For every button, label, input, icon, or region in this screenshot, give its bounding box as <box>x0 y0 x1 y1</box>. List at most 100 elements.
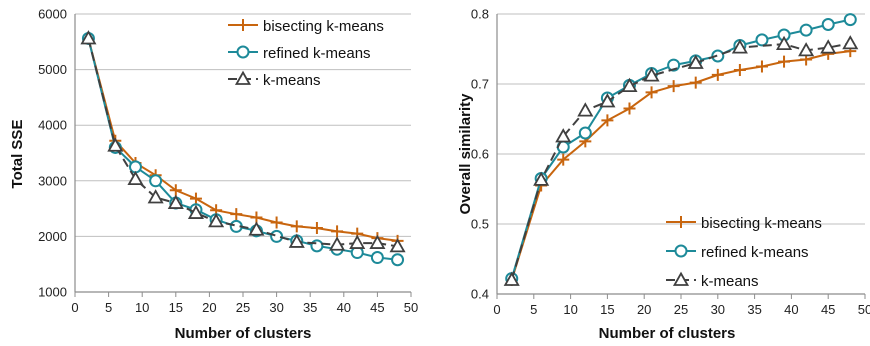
x-tick-label: 50 <box>858 302 870 317</box>
data-point <box>349 234 366 249</box>
data-point <box>820 39 837 54</box>
x-tick-label: 35 <box>303 300 317 315</box>
y-tick-label: 0.8 <box>471 7 489 22</box>
data-point <box>775 35 793 50</box>
legend-marker <box>237 19 249 31</box>
data-point <box>270 216 283 229</box>
legend-item-k-means: k-means <box>228 70 321 89</box>
data-point <box>778 55 791 68</box>
data-point <box>208 213 225 228</box>
y-tick-label: 2000 <box>38 229 67 244</box>
data-point <box>331 225 344 238</box>
x-tick-label: 35 <box>747 302 761 317</box>
data-point <box>578 126 592 140</box>
data-point <box>799 23 813 37</box>
data-point <box>389 238 406 253</box>
data-point <box>623 102 636 115</box>
x-tick-label: 0 <box>493 302 500 317</box>
data-point <box>503 271 520 286</box>
data-point <box>189 192 202 205</box>
legend-label-bisecting-k-means: bisecting k-means <box>263 18 384 35</box>
data-point <box>290 220 303 233</box>
legend-marker <box>675 216 687 228</box>
data-point <box>147 189 164 204</box>
series-k-means <box>80 30 406 253</box>
x-tick-label: 30 <box>711 302 725 317</box>
y-tick-label: 6000 <box>38 7 67 22</box>
data-point <box>107 137 124 152</box>
legend-marker <box>236 45 250 59</box>
legend-marker <box>672 271 690 286</box>
data-point <box>270 229 284 243</box>
y-tick-label: 0.5 <box>471 217 489 232</box>
x-tick-label: 25 <box>674 302 688 317</box>
legend-label-bisecting-k-means: bisecting k-means <box>701 215 822 232</box>
data-point <box>755 33 769 47</box>
x-tick-label: 50 <box>404 300 418 315</box>
data-point <box>127 170 144 186</box>
similarity-chart: 0.4 0.5 0.6 0.7 0.8 0 5 10 15 20 25 30 35 40 45 50 Numb… <box>457 7 870 343</box>
x-tick-label: 20 <box>637 302 651 317</box>
data-point <box>310 239 324 253</box>
legend-item-refined-k-means: refined k-means <box>666 244 809 261</box>
x-tick-label: 20 <box>202 300 216 315</box>
sse-chart: 1000 2000 3000 4000 5000 6000 0 5 10 15 20 25 30 35 40… <box>9 7 418 343</box>
data-point <box>711 68 724 81</box>
data-point <box>601 114 614 127</box>
data-point <box>329 236 346 251</box>
data-point <box>687 54 704 69</box>
data-point <box>733 64 746 76</box>
data-point <box>755 60 768 73</box>
data-point <box>149 174 163 188</box>
x-tick-label: 30 <box>269 300 283 315</box>
series-k-means <box>503 35 859 286</box>
data-point <box>731 39 748 54</box>
similarity-chart-axes <box>496 14 866 299</box>
data-point <box>391 253 405 267</box>
x-tick-label: 10 <box>135 300 149 315</box>
legend-label-refined-k-means: refined k-means <box>701 244 809 261</box>
x-tick-label: 10 <box>563 302 577 317</box>
x-tick-label: 45 <box>821 302 835 317</box>
y-tick-label: 3000 <box>38 173 67 188</box>
series-bisecting-k-means <box>82 32 404 247</box>
similarity-chart-legend: bisecting k-means refined k-means k-mean… <box>666 215 822 290</box>
data-point <box>369 234 386 249</box>
data-point <box>288 233 305 248</box>
y-tick-label: 0.6 <box>471 147 489 162</box>
data-point <box>80 30 97 45</box>
x-tick-label: 40 <box>784 302 798 317</box>
x-tick-label: 45 <box>370 300 384 315</box>
similarity-chart-y-axis-label: Overall similarity <box>457 93 474 215</box>
legend-marker <box>674 244 688 258</box>
data-point <box>167 194 184 209</box>
x-tick-label: 40 <box>337 300 351 315</box>
sse-chart-tick-labels: 1000 2000 3000 4000 5000 6000 0 5 10 15 20 25 30 35 40… <box>38 7 418 316</box>
sse-chart-axes <box>74 14 412 297</box>
x-tick-label: 25 <box>236 300 250 315</box>
series-line-refined-k-means <box>510 18 851 279</box>
legend-label-k-means: k-means <box>701 273 759 290</box>
legend-label-refined-k-means: refined k-means <box>263 45 371 62</box>
data-point <box>667 80 680 93</box>
sse-chart-y-axis-label: Total SSE <box>9 120 26 189</box>
data-point <box>370 251 384 265</box>
data-point <box>821 18 835 31</box>
y-tick-label: 0.7 <box>471 77 489 92</box>
data-point <box>599 93 616 108</box>
x-tick-label: 5 <box>530 302 537 317</box>
series-refined-k-means <box>81 31 405 267</box>
data-point <box>310 222 323 235</box>
data-point <box>248 221 265 236</box>
legend-marker <box>234 70 252 85</box>
data-point <box>557 153 570 166</box>
similarity-chart-series <box>503 13 859 286</box>
data-point <box>577 102 594 117</box>
sse-chart-series <box>80 30 406 267</box>
data-point <box>645 86 658 99</box>
legend-label-k-means: k-means <box>263 72 321 89</box>
data-point <box>187 204 205 219</box>
y-tick-label: 1000 <box>38 285 67 300</box>
legend-item-bisecting-k-means: bisecting k-means <box>666 215 822 232</box>
data-point <box>621 77 638 92</box>
